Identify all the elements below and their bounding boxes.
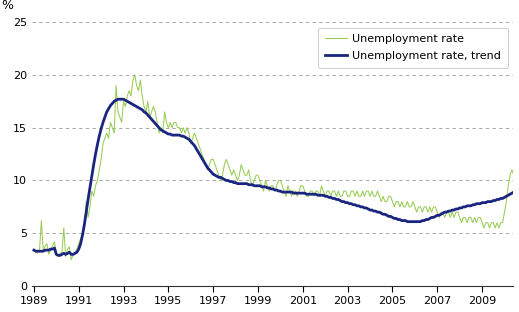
Unemployment rate [68,258,74,261]
Unemployment rate, trend [55,254,61,257]
Unemployment rate, trend [115,97,121,101]
Unemployment rate [473,221,480,225]
Legend: Unemployment rate, Unemployment rate, trend: Unemployment rate, Unemployment rate, tr… [318,28,508,68]
Unemployment rate [132,73,138,77]
Unemployment rate [236,173,242,177]
Unemployment rate, trend [389,216,395,219]
Unemployment rate, trend [473,202,480,206]
Line: Unemployment rate, trend: Unemployment rate, trend [34,99,519,256]
Unemployment rate [389,200,395,203]
Y-axis label: %: % [2,0,13,12]
Unemployment rate, trend [436,213,442,217]
Unemployment rate [76,242,82,246]
Line: Unemployment rate: Unemployment rate [34,75,519,260]
Unemployment rate [173,120,179,124]
Unemployment rate, trend [173,133,179,137]
Unemployment rate, trend [236,182,242,186]
Unemployment rate [31,247,37,251]
Unemployment rate, trend [31,248,37,252]
Unemployment rate, trend [76,247,82,251]
Unemployment rate [436,216,442,219]
